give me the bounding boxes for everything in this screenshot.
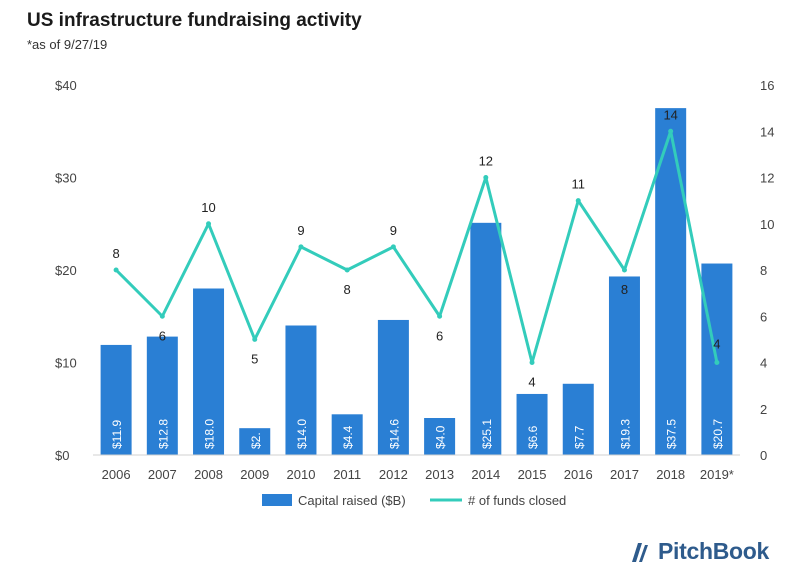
- bar-data-label: $18.0: [203, 419, 217, 449]
- legend-label-capital: Capital raised ($B): [298, 493, 406, 508]
- x-tick-label: 2015: [518, 467, 547, 482]
- bar: [193, 288, 225, 455]
- bar: [608, 276, 640, 455]
- series-line-funds-closed: [115, 129, 719, 364]
- bar: [100, 344, 132, 455]
- legend-label-funds: # of funds closed: [468, 493, 566, 508]
- y-left-tick-label: $10: [55, 356, 77, 371]
- y-left-tick-label: $30: [55, 171, 77, 186]
- x-tick-label: 2012: [379, 467, 408, 482]
- y-right-tick-label: 4: [760, 356, 767, 371]
- bar-data-label: $4.0: [434, 425, 448, 449]
- x-tick-label: 2006: [102, 467, 131, 482]
- bar-data-label: $11.9: [110, 420, 124, 449]
- line-data-label: 9: [297, 223, 304, 238]
- y-left-tick-label: $20: [55, 263, 77, 278]
- pitchbook-logo-icon: [631, 542, 648, 562]
- line-data-label: 8: [344, 282, 351, 297]
- line-point: [390, 244, 396, 250]
- x-tick-label: 2008: [194, 467, 223, 482]
- line-point: [437, 313, 443, 319]
- line-point: [113, 267, 119, 273]
- y-right-tick-label: 2: [760, 402, 767, 417]
- x-tick-label: 2014: [471, 467, 500, 482]
- line-data-label: 12: [479, 154, 493, 169]
- bar-data-label: $19.3: [618, 419, 632, 449]
- bar-data-label: $14.0: [295, 419, 309, 449]
- x-tick-label: 2009: [240, 467, 269, 482]
- bar-data-label: $37.5: [665, 419, 679, 449]
- x-tick-label: 2019*: [700, 467, 734, 482]
- y-right-tick-label: 14: [760, 124, 774, 139]
- line-data-label: 5: [251, 351, 258, 366]
- x-tick-label: 2007: [148, 467, 177, 482]
- y-left-tick-label: $0: [55, 448, 69, 463]
- legend-swatch-capital: [262, 494, 292, 506]
- bar: [146, 336, 178, 455]
- bar: [285, 325, 317, 455]
- x-tick-label: 2010: [287, 467, 316, 482]
- line-data-label: 8: [621, 282, 628, 297]
- line-data-label: 9: [390, 223, 397, 238]
- line-point: [714, 360, 720, 365]
- line-point: [483, 175, 489, 180]
- bar-data-label: $4.4: [341, 425, 355, 449]
- bar-data-label: $6.6: [526, 425, 540, 449]
- y-left-tick-label: $40: [55, 78, 77, 93]
- line-point: [298, 244, 304, 250]
- line-data-label: 6: [159, 328, 166, 343]
- line-data-label: 8: [112, 246, 119, 261]
- y-right-tick-label: 0: [760, 448, 767, 463]
- line-point: [575, 198, 581, 204]
- line-data-label: 10: [201, 200, 215, 215]
- x-tick-label: 2011: [333, 467, 361, 482]
- line-point: [621, 267, 627, 273]
- bar: [239, 428, 271, 455]
- y-right-tick-label: 8: [760, 263, 767, 278]
- bar: [424, 418, 456, 455]
- line-data-label: 14: [663, 107, 677, 122]
- bar-data-label: $12.8: [156, 419, 170, 449]
- y-right-tick-label: 16: [760, 78, 774, 93]
- bar: [516, 393, 548, 455]
- y-right-tick-label: 10: [760, 217, 774, 232]
- y-right-tick-label: 6: [760, 309, 767, 324]
- y-right-tick-label: 12: [760, 171, 774, 186]
- chart-title: US infrastructure fundraising activity: [27, 10, 362, 31]
- line-point: [206, 221, 212, 227]
- line-point: [529, 360, 535, 365]
- line-data-label: 11: [572, 177, 586, 192]
- bar: [377, 319, 409, 455]
- bar-data-label: $20.7: [711, 419, 725, 449]
- x-tick-label: 2017: [610, 467, 639, 482]
- x-tick-label: 2016: [564, 467, 593, 482]
- bar: [331, 414, 363, 455]
- bar: [562, 383, 594, 455]
- bar-data-label: $25.1: [480, 419, 494, 449]
- line-data-label: 4: [528, 375, 535, 390]
- bar: [470, 222, 502, 455]
- bar-data-label: $7.7: [572, 425, 586, 449]
- chart-subtitle: *as of 9/27/19: [27, 37, 108, 52]
- line-data-label: 4: [713, 337, 720, 352]
- bar-data-label: $2.: [249, 432, 263, 449]
- x-tick-label: 2018: [656, 467, 685, 482]
- line-data-label: 6: [436, 328, 443, 343]
- x-tick-label: 2013: [425, 467, 454, 482]
- pitchbook-logo: PitchBook: [628, 538, 769, 565]
- line-point: [252, 336, 258, 342]
- line-point: [668, 128, 674, 134]
- line-point: [344, 267, 350, 273]
- pitchbook-logo-text: PitchBook: [657, 538, 769, 564]
- bar-data-label: $14.6: [387, 419, 401, 449]
- line-point: [159, 313, 165, 319]
